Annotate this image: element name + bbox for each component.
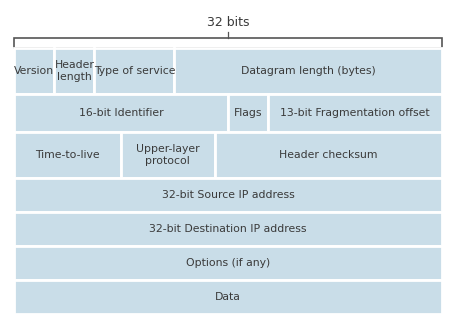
Bar [121,132,214,178]
Text: Header
length: Header length [54,60,94,82]
Text: Data: Data [215,292,240,302]
Text: Header checksum: Header checksum [278,150,377,160]
Text: 16-bit Identifier: 16-bit Identifier [79,108,163,118]
Text: Type of service: Type of service [94,66,175,76]
Bar [174,48,441,94]
Text: Time-to-live: Time-to-live [35,150,100,160]
Bar [214,132,441,178]
Text: Datagram length (bytes): Datagram length (bytes) [240,66,375,76]
Bar [14,212,441,246]
Text: Upper-layer
protocol: Upper-layer protocol [136,144,199,166]
Bar [94,48,174,94]
Text: Version: Version [14,66,54,76]
Bar [228,94,268,132]
Text: 32 bits: 32 bits [206,16,249,29]
Text: Flags: Flags [233,108,262,118]
Text: 32-bit Source IP address: 32-bit Source IP address [161,190,294,200]
Bar [14,178,441,212]
Bar [14,132,121,178]
Bar [14,280,441,314]
Bar [14,94,227,132]
Bar [268,94,441,132]
Text: 13-bit Fragmentation offset: 13-bit Fragmentation offset [280,108,429,118]
Bar [54,48,94,94]
Text: 32-bit Destination IP address: 32-bit Destination IP address [149,224,306,234]
Bar [14,246,441,280]
Bar [14,48,54,94]
Bar [14,38,441,48]
Text: Options (if any): Options (if any) [186,258,269,268]
